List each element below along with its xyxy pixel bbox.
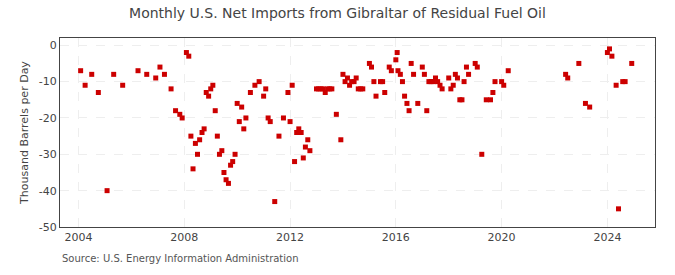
svg-text:2008: 2008 [170, 231, 198, 244]
svg-text:Source: U.S. Energy Informatio: Source: U.S. Energy Information Administ… [62, 253, 299, 264]
svg-text:2012: 2012 [276, 231, 304, 244]
svg-text:-30: -30 [39, 148, 57, 161]
svg-text:Monthly U.S. Net Imports from: Monthly U.S. Net Imports from Gibraltar … [129, 5, 546, 21]
svg-text:2024: 2024 [593, 231, 621, 244]
svg-text:0: 0 [50, 39, 57, 52]
svg-text:-20: -20 [39, 112, 57, 125]
svg-text:-40: -40 [39, 185, 57, 198]
svg-text:2004: 2004 [65, 231, 93, 244]
svg-text:-50: -50 [39, 221, 57, 234]
svg-text:2020: 2020 [488, 231, 516, 244]
svg-text:-10: -10 [39, 75, 57, 88]
svg-text:Thousand Barrels per Day: Thousand Barrels per Day [18, 61, 31, 205]
svg-text:2016: 2016 [382, 231, 410, 244]
